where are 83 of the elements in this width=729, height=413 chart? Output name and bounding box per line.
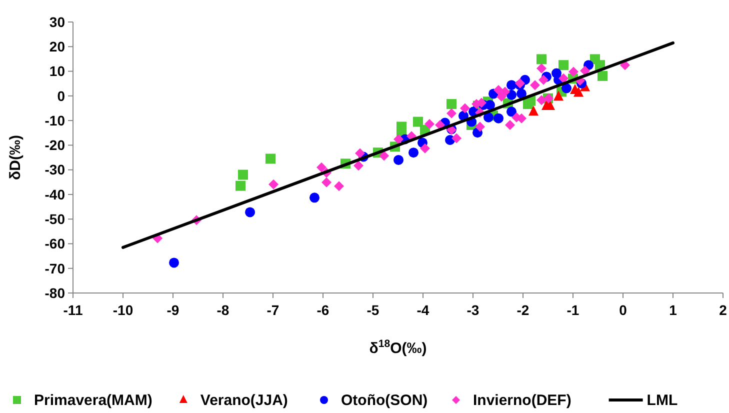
y-tick-label: -30 (44, 162, 66, 178)
x-tick-label: -9 (166, 302, 180, 318)
point (266, 154, 276, 164)
x-tick-label: -3 (466, 302, 480, 318)
point (536, 54, 546, 64)
y-tick-label: -60 (44, 236, 66, 252)
y-tick-label: -50 (44, 210, 66, 227)
point (452, 133, 462, 144)
legend-label: Primavera(MAM) (34, 392, 152, 409)
x-tick-label: -1 (566, 302, 580, 318)
x-tick-label: -8 (216, 302, 230, 318)
point (516, 88, 526, 99)
point (169, 258, 179, 268)
point (580, 66, 590, 76)
x-axis-title: δ$^{18}$O(‰) (369, 338, 427, 357)
point (506, 80, 516, 90)
point (420, 143, 430, 154)
y-tick-label: -10 (44, 112, 66, 128)
x-tick-label: -11 (63, 302, 83, 318)
x-tick-label: -5 (366, 302, 380, 318)
point (506, 106, 516, 117)
y-tick-label: 30 (49, 14, 66, 30)
point (446, 108, 456, 118)
point (435, 120, 445, 130)
point (268, 179, 278, 190)
y-tick-label: -70 (44, 260, 66, 276)
point (245, 207, 255, 218)
point (554, 90, 564, 101)
point (316, 162, 326, 172)
y-tick-label: 0 (57, 88, 66, 104)
point (494, 84, 504, 95)
point (354, 160, 364, 171)
point (598, 70, 608, 81)
legend-label: Otoño(SON) (341, 392, 428, 409)
point (424, 118, 434, 129)
point (379, 150, 389, 161)
point (322, 177, 332, 188)
point (446, 99, 456, 110)
point (528, 106, 538, 116)
point (485, 100, 495, 110)
point (476, 98, 486, 108)
x-tick-label: -2 (516, 302, 530, 318)
point (496, 92, 506, 102)
point (236, 180, 246, 191)
point (460, 103, 470, 114)
legend-label: Verano(JJA) (200, 392, 288, 409)
legend-label: LML (646, 392, 678, 409)
x-tick-label: -7 (266, 302, 280, 318)
point (568, 66, 578, 77)
point (574, 86, 584, 97)
point (394, 134, 404, 144)
point (355, 148, 365, 158)
y-tick-label: -80 (44, 284, 66, 301)
point (558, 73, 568, 84)
point (238, 170, 248, 180)
x-tick-label: 2 (719, 302, 728, 318)
y-tick-label: 10 (49, 63, 66, 80)
point (558, 60, 568, 70)
point (494, 113, 504, 124)
point (310, 192, 320, 203)
x-tick-label: -6 (316, 302, 330, 318)
point (536, 95, 546, 106)
point (562, 83, 572, 94)
point (506, 90, 516, 100)
point (394, 154, 404, 165)
y-axis-title: δD(‰) (7, 135, 24, 180)
point (536, 63, 546, 74)
legend-label: Invierno(DEF) (473, 392, 572, 409)
point (413, 116, 423, 127)
y-tick-label: 20 (49, 38, 66, 55)
point (475, 122, 485, 132)
y-tick-label: -40 (44, 186, 66, 202)
x-tick-label: 1 (669, 302, 678, 318)
x-tick-label: 0 (619, 302, 628, 318)
point (538, 74, 548, 85)
point (484, 112, 494, 122)
point (530, 80, 540, 90)
y-tick-label: -20 (44, 137, 66, 154)
point (334, 181, 344, 192)
point (505, 120, 515, 130)
x-tick-label: -4 (416, 302, 430, 318)
x-tick-label: -10 (112, 302, 134, 318)
point (408, 148, 418, 158)
